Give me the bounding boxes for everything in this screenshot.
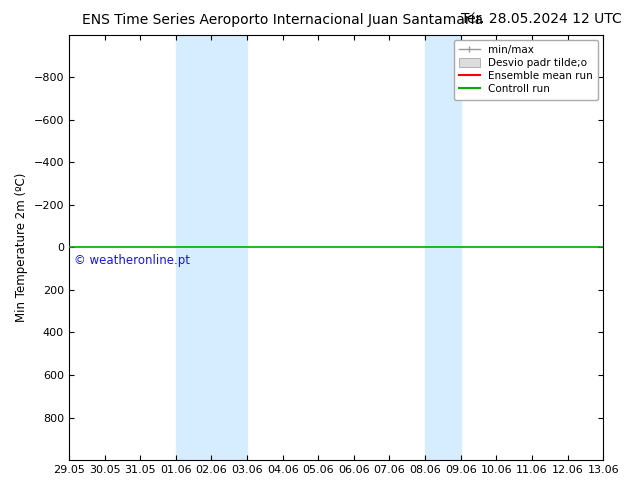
Bar bbox=[176, 35, 247, 460]
Text: © weatheronline.pt: © weatheronline.pt bbox=[74, 254, 190, 267]
Legend: min/max, Desvio padr tilde;o, Ensemble mean run, Controll run: min/max, Desvio padr tilde;o, Ensemble m… bbox=[454, 40, 598, 99]
Bar bbox=[425, 35, 461, 460]
Text: Ter. 28.05.2024 12 UTC: Ter. 28.05.2024 12 UTC bbox=[460, 12, 621, 26]
Y-axis label: Min Temperature 2m (ºC): Min Temperature 2m (ºC) bbox=[15, 172, 28, 322]
Text: ENS Time Series Aeroporto Internacional Juan Santamaría: ENS Time Series Aeroporto Internacional … bbox=[82, 12, 484, 27]
